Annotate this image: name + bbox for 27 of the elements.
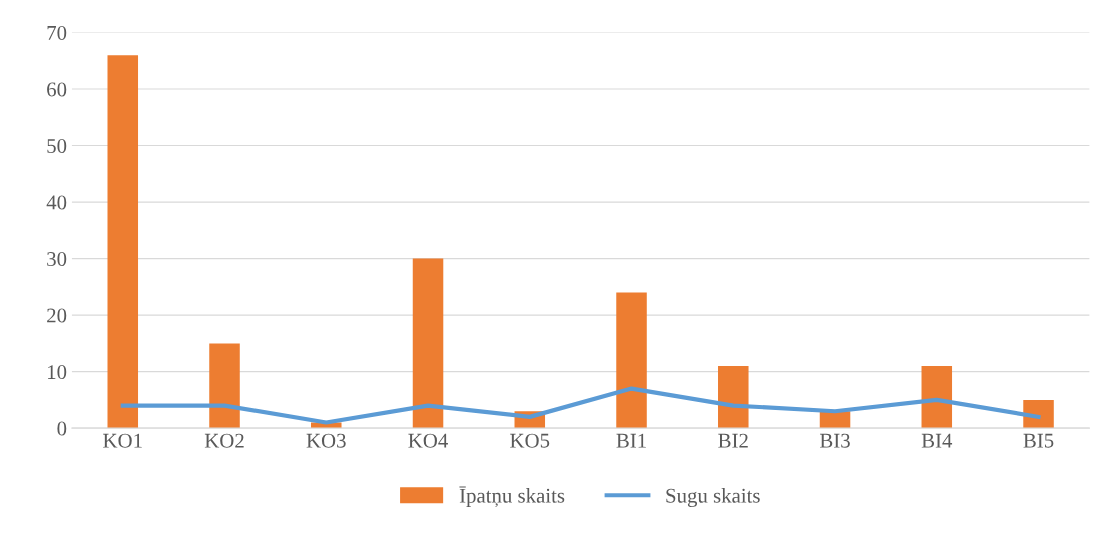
bar bbox=[107, 55, 139, 429]
x-tick-label: BI5 bbox=[1023, 433, 1054, 448]
x-tick-label: BI1 bbox=[616, 433, 646, 448]
x-tick-label: KO1 bbox=[103, 433, 142, 448]
legend-label: Sugu skaits bbox=[666, 488, 760, 508]
x-tick-label: BI2 bbox=[718, 433, 748, 448]
bar bbox=[616, 292, 647, 429]
x-tick-label: KO4 bbox=[408, 433, 448, 448]
y-tick-label: 40 bbox=[46, 195, 67, 210]
bar bbox=[718, 366, 749, 429]
y-tick-label: 20 bbox=[47, 308, 67, 323]
y-tick-label: 10 bbox=[48, 365, 67, 380]
y-tick-label: 60 bbox=[47, 82, 67, 97]
y-tick-label: 0 bbox=[57, 421, 67, 436]
legend-label: Īpatņu skaits bbox=[459, 486, 565, 507]
y-tick-label: 70 bbox=[47, 25, 67, 40]
x-tick-label: BI3 bbox=[820, 433, 850, 448]
x-tick-label: KO3 bbox=[306, 433, 346, 448]
bar bbox=[921, 366, 953, 429]
line-series bbox=[120, 386, 1041, 425]
bar bbox=[412, 258, 444, 429]
bar bbox=[209, 343, 240, 429]
y-tick-label: 30 bbox=[47, 251, 67, 267]
x-tick-label: KO5 bbox=[510, 433, 550, 448]
y-tick-label: 50 bbox=[47, 138, 67, 153]
x-tick-label: BI4 bbox=[921, 433, 953, 448]
x-tick-label: KO2 bbox=[204, 433, 244, 448]
